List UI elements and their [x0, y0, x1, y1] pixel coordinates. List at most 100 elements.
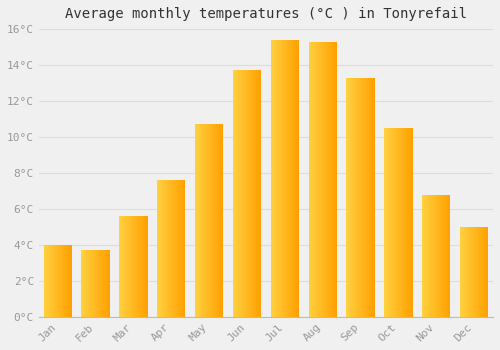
Bar — [99, 250, 100, 317]
Bar — [353, 78, 354, 317]
Bar — [234, 70, 235, 317]
Bar — [139, 216, 140, 317]
Bar — [258, 70, 259, 317]
Bar — [444, 195, 445, 317]
Bar — [162, 180, 163, 317]
Bar — [146, 216, 147, 317]
Bar — [54, 245, 55, 317]
Bar — [297, 40, 298, 317]
Bar — [398, 128, 399, 317]
Bar — [71, 245, 72, 317]
Bar — [109, 250, 110, 317]
Bar — [467, 227, 468, 317]
Bar — [68, 245, 69, 317]
Bar — [49, 245, 50, 317]
Bar — [214, 124, 215, 317]
Bar — [274, 40, 275, 317]
Bar — [480, 227, 481, 317]
Bar — [221, 124, 222, 317]
Bar — [424, 195, 425, 317]
Bar — [389, 128, 390, 317]
Bar — [126, 216, 127, 317]
Bar — [438, 195, 439, 317]
Bar — [386, 128, 387, 317]
Bar — [410, 128, 411, 317]
Bar — [482, 227, 484, 317]
Bar — [158, 180, 159, 317]
Bar — [108, 250, 109, 317]
Bar — [250, 70, 252, 317]
Bar — [404, 128, 405, 317]
Bar — [295, 40, 296, 317]
Bar — [479, 227, 480, 317]
Bar — [487, 227, 488, 317]
Bar — [279, 40, 280, 317]
Bar — [204, 124, 205, 317]
Bar — [334, 42, 335, 317]
Bar — [313, 42, 314, 317]
Bar — [170, 180, 172, 317]
Bar — [92, 250, 94, 317]
Bar — [336, 42, 337, 317]
Bar — [408, 128, 409, 317]
Bar — [292, 40, 294, 317]
Bar — [135, 216, 136, 317]
Bar — [163, 180, 164, 317]
Bar — [97, 250, 98, 317]
Bar — [98, 250, 99, 317]
Bar — [445, 195, 446, 317]
Bar — [388, 128, 389, 317]
Bar — [216, 124, 217, 317]
Bar — [440, 195, 441, 317]
Bar — [197, 124, 198, 317]
Bar — [428, 195, 429, 317]
Bar — [385, 128, 386, 317]
Bar — [179, 180, 180, 317]
Bar — [368, 78, 369, 317]
Bar — [289, 40, 290, 317]
Bar — [434, 195, 435, 317]
Bar — [335, 42, 336, 317]
Bar — [177, 180, 178, 317]
Bar — [144, 216, 145, 317]
Bar — [246, 70, 247, 317]
Bar — [62, 245, 64, 317]
Bar — [322, 42, 324, 317]
Bar — [357, 78, 358, 317]
Bar — [46, 245, 47, 317]
Bar — [47, 245, 48, 317]
Bar — [159, 180, 160, 317]
Bar — [122, 216, 123, 317]
Bar — [119, 216, 120, 317]
Bar — [84, 250, 85, 317]
Bar — [290, 40, 291, 317]
Bar — [469, 227, 470, 317]
Bar — [70, 245, 71, 317]
Bar — [411, 128, 412, 317]
Bar — [140, 216, 141, 317]
Bar — [104, 250, 105, 317]
Bar — [374, 78, 375, 317]
Bar — [90, 250, 92, 317]
Bar — [425, 195, 426, 317]
Bar — [294, 40, 295, 317]
Bar — [180, 180, 181, 317]
Bar — [329, 42, 330, 317]
Bar — [52, 245, 53, 317]
Bar — [448, 195, 449, 317]
Bar — [331, 42, 332, 317]
Bar — [202, 124, 203, 317]
Bar — [178, 180, 179, 317]
Bar — [317, 42, 318, 317]
Bar — [64, 245, 65, 317]
Bar — [441, 195, 442, 317]
Bar — [360, 78, 362, 317]
Bar — [244, 70, 245, 317]
Bar — [270, 40, 272, 317]
Bar — [167, 180, 168, 317]
Bar — [470, 227, 472, 317]
Bar — [316, 42, 317, 317]
Bar — [67, 245, 68, 317]
Bar — [59, 245, 60, 317]
Bar — [87, 250, 88, 317]
